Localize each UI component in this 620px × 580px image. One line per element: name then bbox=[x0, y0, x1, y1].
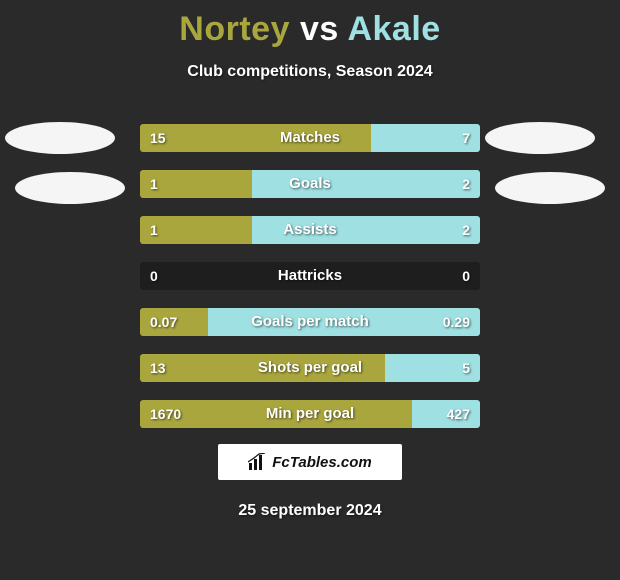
stat-value-left: 0.07 bbox=[150, 308, 177, 336]
stat-row: Goals per match0.07 0.29 bbox=[140, 308, 480, 336]
branding-badge: FcTables.com bbox=[218, 444, 402, 480]
stat-value-left: 0 bbox=[150, 262, 158, 290]
stat-value-right: 0 bbox=[462, 262, 470, 290]
stat-label: Shots per goal bbox=[140, 354, 480, 382]
stat-label: Goals per match bbox=[140, 308, 480, 336]
subtitle: Club competitions, Season 2024 bbox=[0, 63, 620, 81]
stat-value-right: 2 bbox=[462, 170, 470, 198]
stat-value-right: 5 bbox=[462, 354, 470, 382]
stat-value-right: 7 bbox=[462, 124, 470, 152]
stat-label: Assists bbox=[140, 216, 480, 244]
date-stamp: 25 september 2024 bbox=[0, 502, 620, 520]
stat-row: Matches15 7 bbox=[140, 124, 480, 152]
stat-row: Shots per goal13 5 bbox=[140, 354, 480, 382]
stat-label: Hattricks bbox=[140, 262, 480, 290]
stat-label: Matches bbox=[140, 124, 480, 152]
player-photo-oval bbox=[15, 172, 125, 204]
player2-name: Akale bbox=[347, 10, 440, 48]
stat-row: Hattricks0 0 bbox=[140, 262, 480, 290]
chart-icon bbox=[248, 453, 266, 471]
stat-value-left: 13 bbox=[150, 354, 166, 382]
stat-row: Goals1 2 bbox=[140, 170, 480, 198]
stat-value-right: 0.29 bbox=[443, 308, 470, 336]
stat-row: Assists1 2 bbox=[140, 216, 480, 244]
stat-label: Min per goal bbox=[140, 400, 480, 428]
branding-text: FcTables.com bbox=[272, 454, 371, 471]
stat-value-left: 1670 bbox=[150, 400, 181, 428]
player-photo-oval bbox=[5, 122, 115, 154]
stat-value-left: 15 bbox=[150, 124, 166, 152]
stat-value-right: 427 bbox=[447, 400, 470, 428]
player-photo-oval bbox=[485, 122, 595, 154]
stats-container: Matches157Goals12Assists12Hattricks00Goa… bbox=[140, 124, 480, 446]
stat-value-left: 1 bbox=[150, 170, 158, 198]
vs-text: vs bbox=[300, 10, 339, 48]
stat-label: Goals bbox=[140, 170, 480, 198]
stat-value-left: 1 bbox=[150, 216, 158, 244]
player-photo-oval bbox=[495, 172, 605, 204]
stat-value-right: 2 bbox=[462, 216, 470, 244]
comparison-title: Nortey vs Akale bbox=[0, 0, 620, 49]
stat-row: Min per goal1670 427 bbox=[140, 400, 480, 428]
player1-name: Nortey bbox=[179, 10, 290, 48]
